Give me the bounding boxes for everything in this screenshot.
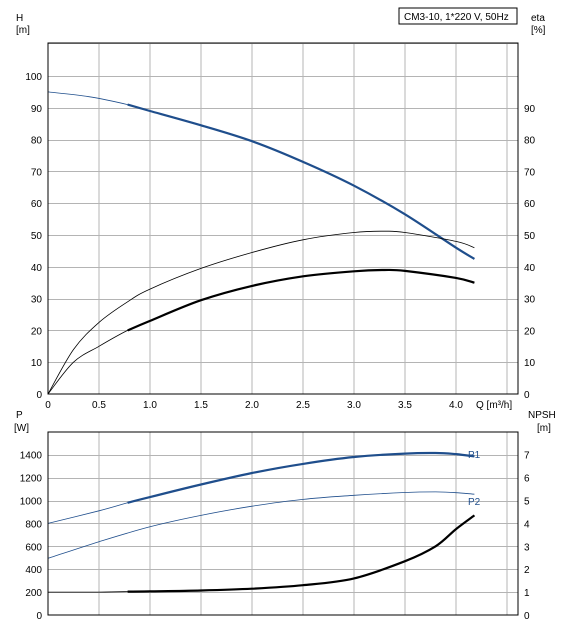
series-label-p2: P2: [468, 497, 481, 508]
bottom-left-ticks: 0 200 400 600 800 1000 1200 1400: [20, 451, 43, 622]
head-curve-thin: [47, 91, 475, 260]
top-frame: [47, 42, 519, 395]
chart-title-box: [398, 7, 518, 25]
right-tick-label: 0: [524, 390, 530, 401]
npsh-curve-operating-range: [127, 514, 476, 593]
left-tick-label: 80: [31, 136, 43, 147]
right-tick-label: 10: [524, 358, 536, 369]
right-tick-label: 90: [524, 104, 536, 115]
right-tick-label: 0: [524, 611, 530, 622]
x-tick-label: 3.5: [398, 400, 412, 411]
left-tick-label: 1000: [20, 497, 43, 508]
left-tick-label: 10: [31, 358, 43, 369]
right-tick-label: 20: [524, 326, 536, 337]
efficiency-curve-pump-thin: [47, 230, 475, 395]
x-tick-label: 1.5: [194, 400, 208, 411]
bottom-frame: [47, 431, 519, 616]
x-tick-label: 0.5: [92, 400, 106, 411]
left-tick-label: 70: [31, 167, 43, 178]
bottom-left-axis-label-2: [W]: [14, 423, 29, 434]
top-left-ticks: 0 10 20 30 40 50 60 70 80 90 100: [25, 72, 42, 401]
right-tick-label: 3: [524, 542, 530, 553]
left-tick-label: 40: [31, 263, 43, 274]
left-tick-label: 600: [25, 542, 42, 553]
left-tick-label: 90: [31, 104, 43, 115]
bottom-right-ticks: 0 1 2 3 4 5 6 7: [524, 451, 530, 622]
right-tick-label: 6: [524, 474, 530, 485]
head-curve-operating-range: [127, 103, 475, 260]
bottom-left-axis-label-1: P: [16, 410, 23, 421]
right-tick-label: 30: [524, 295, 536, 306]
top-right-ticks: 0 10 20 30 40 50 60 70 80 90: [524, 104, 536, 401]
power-p1-curve-thin: [47, 452, 475, 524]
right-tick-label: 80: [524, 136, 536, 147]
bottom-curves: [47, 451, 476, 593]
left-tick-label: 0: [36, 611, 42, 622]
right-tick-label: 40: [524, 263, 536, 274]
x-tick-label: 2.0: [245, 400, 259, 411]
left-tick-label: 400: [25, 565, 42, 576]
right-tick-label: 60: [524, 199, 536, 210]
left-tick-label: 50: [31, 231, 43, 242]
top-grid: [48, 43, 518, 394]
x-tick-label: 2.5: [296, 400, 310, 411]
top-left-axis-label-1: H: [16, 13, 23, 24]
left-tick-label: 1400: [20, 451, 43, 462]
right-tick-label: 5: [524, 497, 530, 508]
x-tick-label: 4.0: [449, 400, 463, 411]
power-p2-curve-thin: [47, 491, 475, 559]
top-x-ticks: 0 0.5 1.0 1.5 2.0 2.5 3.0 3.5 4.0: [45, 400, 463, 411]
top-panel: 0 0.5 1.0 1.5 2.0 2.5 3.0 3.5 4.0 0 10 20 30 40 50 60 7…: [16, 7, 546, 411]
left-tick-label: 1200: [20, 474, 43, 485]
top-right-axis-label-1: eta: [531, 13, 545, 24]
chart-title: CM3-10, 1*220 V, 50Hz: [404, 12, 509, 23]
efficiency-curve-total-operating-range: [127, 268, 475, 332]
efficiency-curve-total-thin: [47, 269, 475, 395]
x-tick-label: 3.0: [347, 400, 361, 411]
left-tick-label: 30: [31, 295, 43, 306]
left-tick-label: 0: [36, 390, 42, 401]
bottom-right-axis-label-2: [m]: [537, 423, 551, 434]
right-tick-label: 7: [524, 451, 530, 462]
top-left-axis-label-2: [m]: [16, 25, 30, 36]
bottom-panel: 0 200 400 600 800 1000 1200 1400 0 1 2 3 4 5 6 7 P [W]…: [14, 410, 556, 622]
npsh-curve-thin: [47, 515, 475, 593]
right-tick-label: 70: [524, 167, 536, 178]
x-tick-label: 1.0: [143, 400, 157, 411]
top-right-axis-label-2: [%]: [531, 25, 546, 36]
right-tick-label: 50: [524, 231, 536, 242]
left-tick-label: 200: [25, 588, 42, 599]
left-tick-label: 20: [31, 326, 43, 337]
top-curves: [47, 91, 475, 395]
right-tick-label: 2: [524, 565, 530, 576]
right-tick-label: 1: [524, 588, 530, 599]
left-tick-label: 60: [31, 199, 43, 210]
x-axis-label: Q [m³/h]: [476, 400, 512, 411]
left-tick-label: 100: [25, 72, 42, 83]
bottom-right-axis-label-1: NPSH: [528, 410, 556, 421]
power-p1-curve-operating-range: [127, 451, 475, 504]
right-tick-label: 4: [524, 519, 530, 530]
left-tick-label: 800: [25, 519, 42, 530]
series-label-p1: P1: [468, 450, 481, 461]
x-tick-label: 0: [45, 400, 51, 411]
